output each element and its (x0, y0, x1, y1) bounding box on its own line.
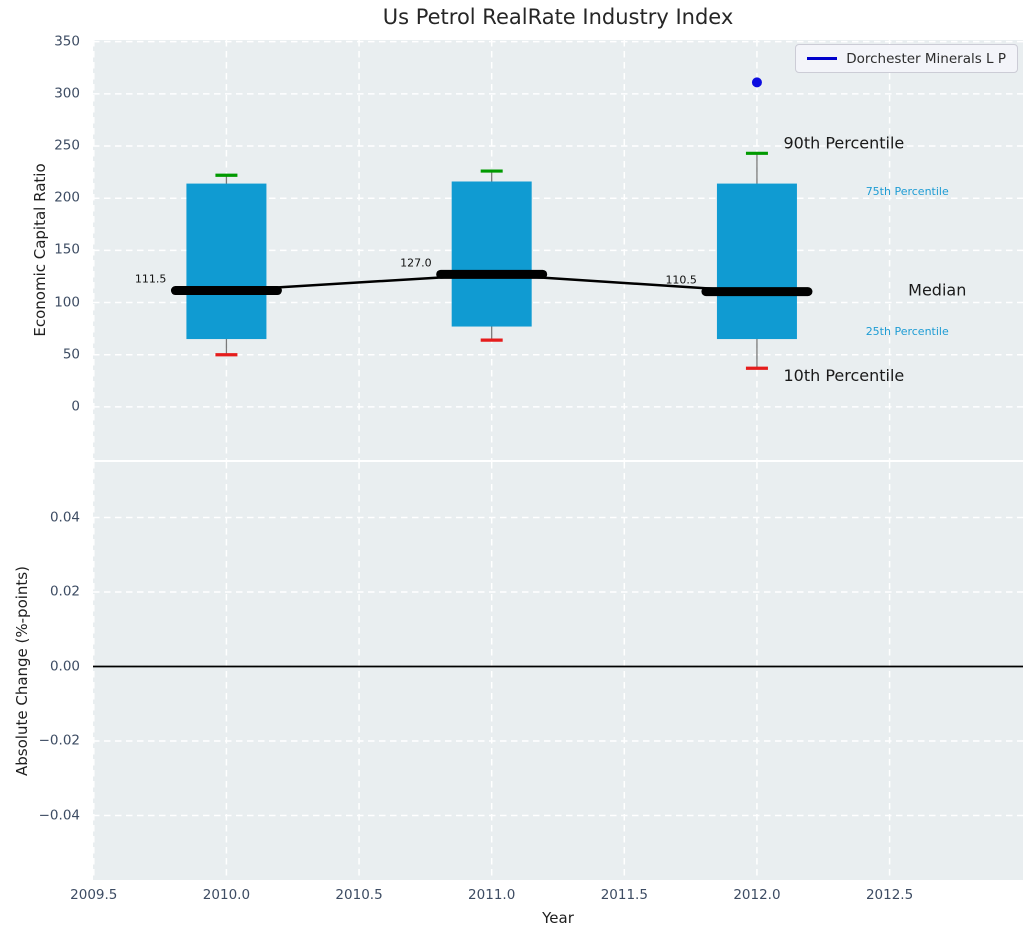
x-tick-label: 2010.5 (335, 887, 383, 903)
iqr-box (186, 183, 267, 340)
annotation-10th-percentile: 10th Percentile (783, 366, 904, 385)
y-tick-label: 300 (54, 85, 80, 102)
ylabel-economic-capital-ratio: Economic Capital Ratio (31, 163, 49, 337)
y-tick-label: 0.00 (49, 657, 80, 674)
annotation-75th-percentile: 75th Percentile (866, 185, 949, 198)
iqr-box (716, 183, 797, 340)
ylabel-absolute-change: Absolute Change (%-points) (13, 566, 31, 776)
annotation-median: Median (908, 281, 966, 300)
y-tick-label: 0.04 (49, 508, 80, 525)
y-tick-label: 0 (71, 398, 80, 415)
y-tick-label: 100 (54, 293, 80, 310)
top-axes-plot: 111.5 127.0 110.5 90th Percentile 75th Perce… (93, 40, 1023, 460)
y-tick-label: 350 (54, 32, 80, 49)
median-value-label: 110.5 (665, 274, 697, 287)
x-tick-label: 2012.5 (865, 887, 914, 903)
x-tick-label: 2011.0 (468, 887, 516, 903)
annotation-90th-percentile: 90th Percentile (783, 133, 904, 152)
y-tick-label: 50 (62, 345, 80, 362)
x-tick-label: 2009.5 (70, 887, 118, 903)
legend-line-icon (807, 57, 838, 60)
y-tick-label: 0.02 (49, 583, 80, 600)
iqr-box (451, 181, 532, 327)
bottom-axes-plot (93, 462, 1023, 880)
legend-label: Dorchester Minerals L P (846, 50, 1006, 67)
y-tick-label: 250 (54, 137, 80, 154)
x-tick-label: 2012.0 (733, 887, 781, 903)
chart-title: Us Petrol RealRate Industry Index (382, 5, 734, 29)
xlabel-year: Year (542, 909, 574, 927)
x-tick-label: 2011.5 (600, 887, 648, 903)
legend: Dorchester Minerals L P (795, 44, 1018, 73)
top-axes: 111.5 127.0 110.5 90th Percentile 75th Perce… (93, 40, 1023, 460)
y-tick-label: 200 (54, 189, 80, 206)
company-point (751, 77, 762, 88)
bottom-axes (93, 462, 1023, 880)
y-tick-label: 150 (54, 241, 80, 258)
y-tick-label: −0.02 (38, 732, 80, 749)
median-value-label: 111.5 (135, 273, 167, 286)
median-value-label: 127.0 (400, 256, 432, 269)
x-tick-label: 2010.0 (202, 887, 251, 903)
y-tick-label: −0.04 (38, 806, 80, 823)
annotation-25th-percentile: 25th Percentile (866, 325, 949, 338)
